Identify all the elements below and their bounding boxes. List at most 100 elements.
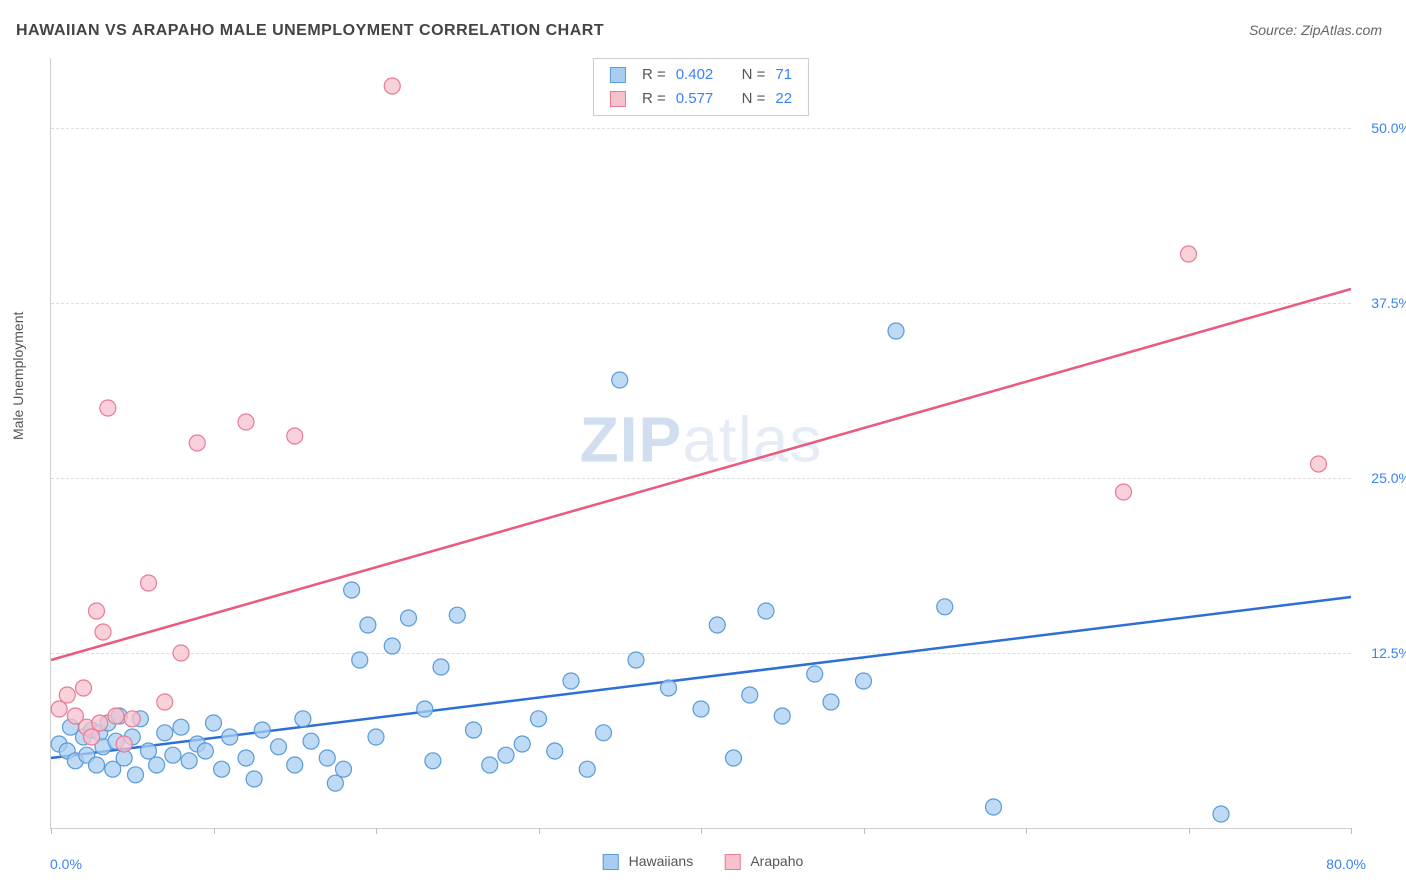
- data-point-arapaho: [189, 435, 205, 451]
- data-point-hawaiians: [823, 694, 839, 710]
- data-point-hawaiians: [336, 761, 352, 777]
- data-point-hawaiians: [579, 761, 595, 777]
- data-point-arapaho: [141, 575, 157, 591]
- data-point-hawaiians: [157, 725, 173, 741]
- stat-row-arapaho: R = 0.577 N = 22: [610, 87, 792, 111]
- stat-n-label: N =: [742, 87, 766, 111]
- data-point-arapaho: [238, 414, 254, 430]
- legend-label-hawaiians: Hawaiians: [629, 853, 694, 869]
- stat-r-label: R =: [642, 87, 666, 111]
- legend-swatch-hawaiians: [603, 854, 619, 870]
- x-axis-max-label: 80.0%: [1326, 856, 1366, 872]
- data-point-hawaiians: [128, 767, 144, 783]
- data-point-arapaho: [384, 78, 400, 94]
- legend-item-arapaho: Arapaho: [725, 853, 803, 870]
- data-point-hawaiians: [222, 729, 238, 745]
- data-point-hawaiians: [514, 736, 530, 752]
- data-point-hawaiians: [89, 757, 105, 773]
- data-point-hawaiians: [612, 372, 628, 388]
- data-point-hawaiians: [287, 757, 303, 773]
- data-point-hawaiians: [254, 722, 270, 738]
- data-point-arapaho: [1311, 456, 1327, 472]
- data-point-hawaiians: [888, 323, 904, 339]
- data-point-hawaiians: [197, 743, 213, 759]
- legend-bottom: Hawaiians Arapaho: [603, 853, 804, 870]
- data-point-arapaho: [59, 687, 75, 703]
- data-point-hawaiians: [547, 743, 563, 759]
- stat-swatch-arapaho: [610, 91, 626, 107]
- data-point-arapaho: [84, 729, 100, 745]
- y-axis-label: Male Unemployment: [10, 312, 26, 440]
- data-point-hawaiians: [563, 673, 579, 689]
- data-point-hawaiians: [531, 711, 547, 727]
- x-tick: [1351, 828, 1352, 834]
- plot-area: ZIPatlas 12.5%25.0%37.5%50.0% R = 0.402 …: [50, 58, 1351, 829]
- source-label: Source: ZipAtlas.com: [1249, 22, 1382, 38]
- data-point-hawaiians: [368, 729, 384, 745]
- data-point-hawaiians: [937, 599, 953, 615]
- x-axis-min-label: 0.0%: [50, 856, 82, 872]
- data-point-hawaiians: [482, 757, 498, 773]
- stat-n-value-hawaiians: 71: [775, 63, 792, 87]
- data-point-hawaiians: [295, 711, 311, 727]
- data-point-hawaiians: [238, 750, 254, 766]
- data-point-arapaho: [76, 680, 92, 696]
- data-point-hawaiians: [181, 753, 197, 769]
- data-point-hawaiians: [303, 733, 319, 749]
- data-point-arapaho: [108, 708, 124, 724]
- legend-label-arapaho: Arapaho: [750, 853, 803, 869]
- regression-line-arapaho: [51, 289, 1351, 660]
- data-point-hawaiians: [246, 771, 262, 787]
- data-point-hawaiians: [417, 701, 433, 717]
- data-point-hawaiians: [498, 747, 514, 763]
- data-point-arapaho: [124, 711, 140, 727]
- data-point-hawaiians: [149, 757, 165, 773]
- stat-r-value-arapaho: 0.577: [676, 87, 714, 111]
- data-point-hawaiians: [327, 775, 343, 791]
- data-point-arapaho: [287, 428, 303, 444]
- data-point-arapaho: [51, 701, 67, 717]
- data-point-hawaiians: [401, 610, 417, 626]
- data-point-arapaho: [116, 736, 132, 752]
- data-point-hawaiians: [807, 666, 823, 682]
- data-point-hawaiians: [661, 680, 677, 696]
- y-tick-label: 50.0%: [1371, 120, 1406, 136]
- chart-svg: [51, 58, 1351, 828]
- legend-swatch-arapaho: [725, 854, 741, 870]
- x-tick: [376, 828, 377, 834]
- data-point-hawaiians: [856, 673, 872, 689]
- data-point-hawaiians: [628, 652, 644, 668]
- data-point-arapaho: [95, 624, 111, 640]
- stat-n-label: N =: [742, 63, 766, 87]
- data-point-hawaiians: [709, 617, 725, 633]
- stat-swatch-hawaiians: [610, 67, 626, 83]
- data-point-hawaiians: [271, 739, 287, 755]
- data-point-hawaiians: [344, 582, 360, 598]
- y-tick-label: 25.0%: [1371, 470, 1406, 486]
- chart-title: HAWAIIAN VS ARAPAHO MALE UNEMPLOYMENT CO…: [16, 22, 604, 40]
- data-point-hawaiians: [165, 747, 181, 763]
- data-point-hawaiians: [449, 607, 465, 623]
- data-point-arapaho: [173, 645, 189, 661]
- data-point-hawaiians: [693, 701, 709, 717]
- data-point-hawaiians: [726, 750, 742, 766]
- data-point-hawaiians: [1213, 806, 1229, 822]
- data-point-arapaho: [100, 400, 116, 416]
- y-tick-label: 37.5%: [1371, 295, 1406, 311]
- stat-r-label: R =: [642, 63, 666, 87]
- stat-r-value-hawaiians: 0.402: [676, 63, 714, 87]
- legend-item-hawaiians: Hawaiians: [603, 853, 693, 870]
- data-point-hawaiians: [173, 719, 189, 735]
- x-tick: [701, 828, 702, 834]
- data-point-hawaiians: [774, 708, 790, 724]
- data-point-arapaho: [157, 694, 173, 710]
- data-point-arapaho: [89, 603, 105, 619]
- data-point-hawaiians: [433, 659, 449, 675]
- data-point-hawaiians: [206, 715, 222, 731]
- data-point-hawaiians: [596, 725, 612, 741]
- data-point-hawaiians: [986, 799, 1002, 815]
- x-tick: [214, 828, 215, 834]
- data-point-hawaiians: [384, 638, 400, 654]
- data-point-hawaiians: [352, 652, 368, 668]
- data-point-hawaiians: [141, 743, 157, 759]
